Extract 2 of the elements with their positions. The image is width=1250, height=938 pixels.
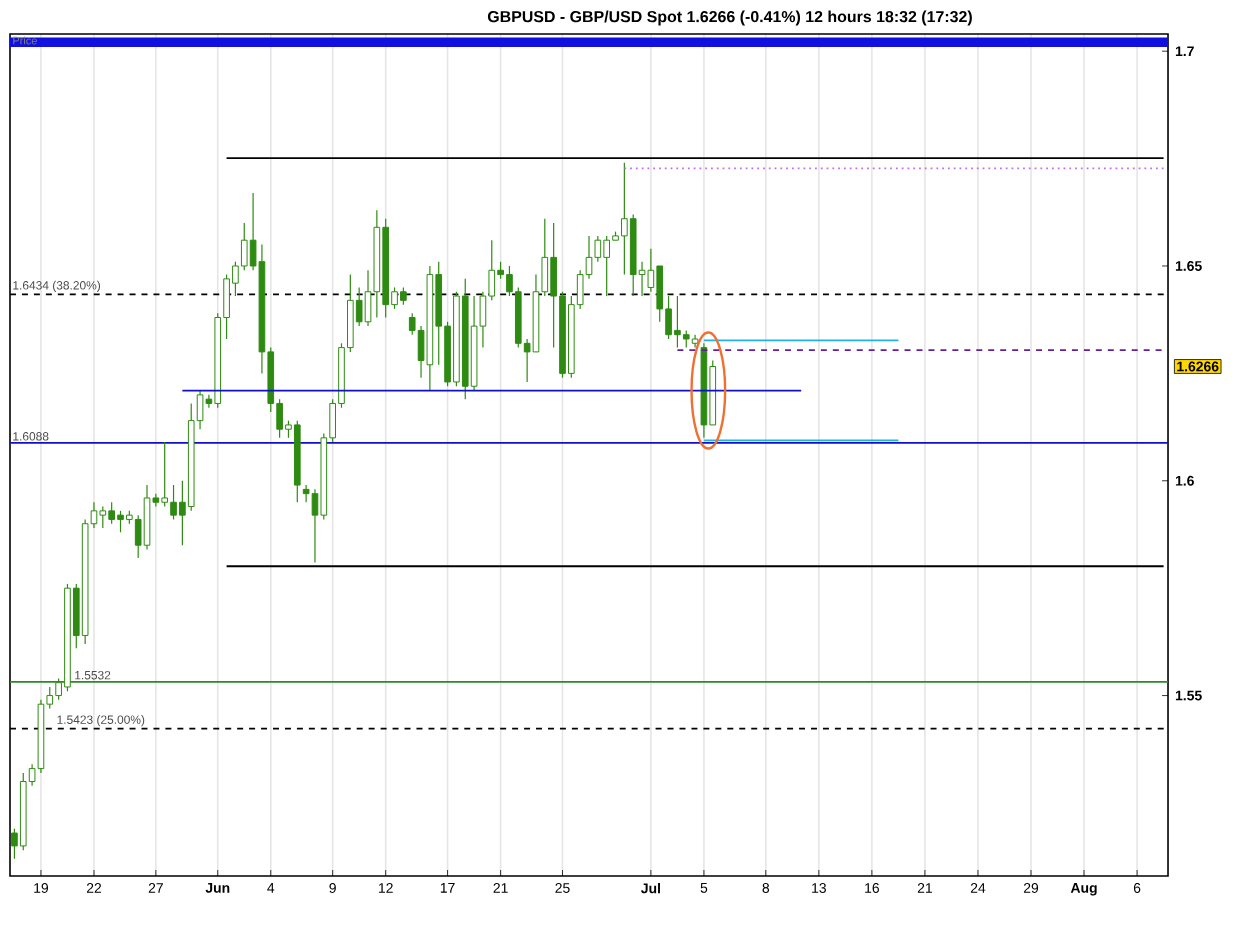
candlestick xyxy=(143,484,151,551)
candlestick xyxy=(691,334,699,349)
